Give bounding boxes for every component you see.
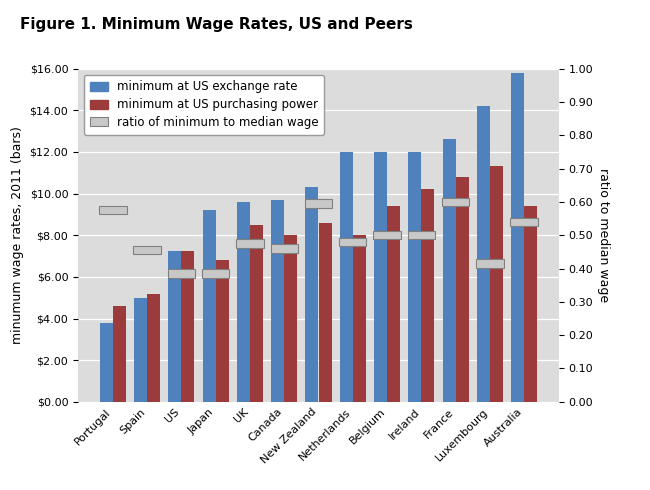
Bar [216,260,229,402]
Bar [113,306,126,402]
Bar [511,73,524,402]
FancyBboxPatch shape [133,246,161,254]
Bar [374,152,387,402]
Bar [284,235,297,402]
Bar [100,322,113,402]
Bar [306,187,318,402]
Bar [408,152,421,402]
FancyBboxPatch shape [373,231,400,239]
FancyBboxPatch shape [408,231,435,239]
FancyBboxPatch shape [442,197,469,206]
Bar [490,167,503,402]
Bar [456,177,469,402]
Bar [421,189,434,402]
Bar [181,251,194,402]
FancyBboxPatch shape [510,218,538,226]
FancyBboxPatch shape [305,199,332,208]
Bar [477,106,490,402]
Bar [524,206,537,402]
Y-axis label: ratio to median wage: ratio to median wage [597,168,610,302]
Bar [250,225,263,402]
Bar [203,210,216,402]
Text: Figure 1. Minimum Wage Rates, US and Peers: Figure 1. Minimum Wage Rates, US and Pee… [20,17,412,32]
FancyBboxPatch shape [168,270,195,278]
Bar [168,251,181,402]
Bar [387,206,400,402]
Bar [134,297,147,402]
Bar [147,294,160,402]
FancyBboxPatch shape [339,238,367,246]
Bar [340,152,353,402]
FancyBboxPatch shape [99,206,127,215]
Bar [271,200,284,402]
Legend: minimum at US exchange rate, minimum at US purchasing power, ratio of minimum to: minimum at US exchange rate, minimum at … [84,74,324,135]
FancyBboxPatch shape [202,270,229,278]
FancyBboxPatch shape [476,259,504,268]
Bar [353,235,366,402]
Bar [237,202,250,402]
Bar [318,222,332,402]
Bar [443,139,456,402]
FancyBboxPatch shape [237,239,264,247]
Y-axis label: minumum wage rates, 2011 (bars): minumum wage rates, 2011 (bars) [11,126,24,344]
FancyBboxPatch shape [270,245,298,253]
